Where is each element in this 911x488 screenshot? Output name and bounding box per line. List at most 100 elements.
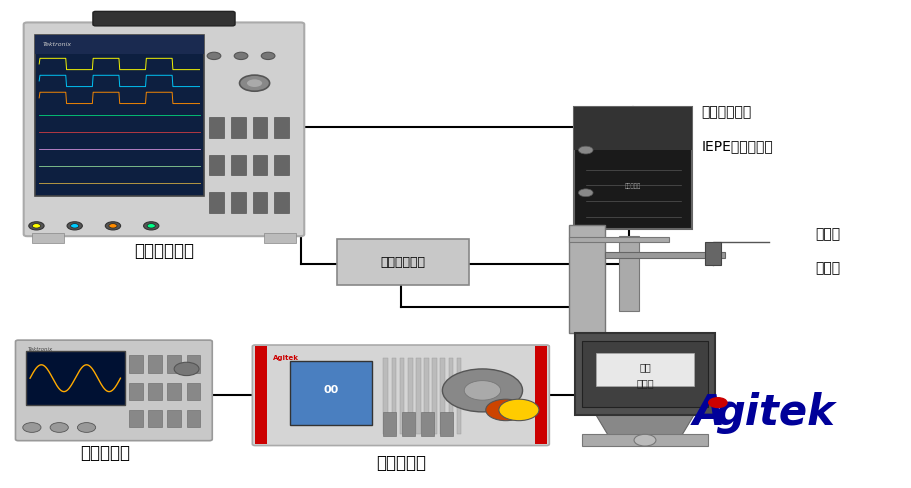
Circle shape [23, 423, 41, 432]
Circle shape [465, 381, 501, 400]
Bar [148, 383, 161, 400]
Bar [187, 383, 200, 400]
Bar [210, 117, 224, 138]
Bar [231, 192, 246, 213]
Circle shape [486, 399, 526, 421]
Bar [568, 225, 605, 333]
FancyBboxPatch shape [24, 22, 304, 236]
Bar [129, 383, 142, 400]
Bar [619, 236, 639, 311]
Bar [252, 192, 267, 213]
Bar [403, 412, 415, 436]
Bar [582, 434, 708, 446]
Circle shape [144, 222, 159, 230]
Text: A: A [692, 392, 724, 434]
Circle shape [261, 52, 275, 60]
Bar [231, 155, 246, 176]
Circle shape [106, 222, 120, 230]
Bar [210, 155, 224, 176]
Bar [148, 410, 161, 427]
Circle shape [499, 399, 539, 421]
Bar [210, 192, 224, 213]
Bar [440, 412, 454, 436]
Bar [421, 412, 435, 436]
Bar [574, 107, 692, 229]
Bar [35, 35, 204, 54]
Text: 功率放大器: 功率放大器 [376, 454, 425, 472]
Bar [400, 358, 404, 434]
FancyBboxPatch shape [252, 345, 549, 446]
Text: IEPE信号调理器: IEPE信号调理器 [701, 140, 773, 153]
Bar [425, 358, 429, 434]
Circle shape [29, 222, 44, 230]
Bar [255, 346, 267, 444]
Circle shape [240, 75, 270, 91]
Bar [129, 410, 142, 427]
Bar [32, 233, 64, 243]
Circle shape [77, 423, 96, 432]
Bar [441, 358, 445, 434]
Circle shape [234, 52, 248, 60]
Circle shape [443, 369, 523, 412]
FancyBboxPatch shape [337, 239, 469, 285]
Circle shape [174, 362, 199, 376]
Bar [187, 355, 200, 373]
Bar [129, 355, 142, 373]
Circle shape [246, 79, 262, 87]
Text: 双通道示波器: 双通道示波器 [134, 242, 194, 260]
Bar [168, 355, 180, 373]
Circle shape [32, 224, 40, 228]
Text: gitek: gitek [715, 392, 834, 434]
Bar [448, 358, 454, 434]
Bar [148, 355, 161, 373]
Text: 信号发生器: 信号发生器 [80, 444, 129, 462]
Bar [408, 358, 413, 434]
Circle shape [67, 222, 82, 230]
Text: 电磁: 电磁 [640, 362, 650, 372]
Polygon shape [596, 415, 694, 438]
Circle shape [71, 224, 79, 228]
Circle shape [709, 398, 727, 407]
Bar [26, 351, 125, 405]
Bar [574, 107, 692, 150]
Text: 能量收集电路: 能量收集电路 [381, 256, 425, 269]
Bar [168, 383, 180, 400]
Text: 加速度: 加速度 [815, 227, 841, 241]
Bar [568, 237, 669, 242]
Bar [582, 341, 708, 407]
Bar [433, 358, 437, 434]
Bar [231, 117, 246, 138]
Circle shape [50, 423, 68, 432]
Bar [392, 358, 396, 434]
Text: Agitek: Agitek [272, 355, 299, 361]
Bar [535, 346, 547, 444]
Text: 信号调理器: 信号调理器 [625, 184, 641, 189]
FancyBboxPatch shape [93, 11, 235, 26]
Bar [384, 412, 396, 436]
Bar [575, 333, 715, 415]
Circle shape [109, 224, 117, 228]
Bar [35, 35, 204, 197]
Bar [274, 117, 289, 138]
Bar [274, 155, 289, 176]
Text: Tektronix: Tektronix [27, 347, 53, 352]
Text: Tektronix: Tektronix [43, 42, 72, 47]
Bar [416, 358, 421, 434]
Bar [274, 192, 289, 213]
Bar [596, 353, 694, 386]
Bar [168, 410, 180, 427]
Text: 加速度传感器: 加速度传感器 [701, 105, 752, 119]
Text: 传感器: 传感器 [815, 262, 841, 275]
Bar [384, 358, 388, 434]
Bar [456, 358, 462, 434]
Circle shape [578, 189, 593, 197]
Bar [187, 410, 200, 427]
FancyBboxPatch shape [15, 340, 212, 441]
Bar [605, 252, 725, 258]
Text: 00: 00 [323, 386, 339, 395]
Bar [705, 242, 722, 265]
Bar [252, 117, 267, 138]
Circle shape [578, 146, 593, 154]
Bar [264, 233, 296, 243]
Text: 激振器: 激振器 [636, 379, 654, 388]
